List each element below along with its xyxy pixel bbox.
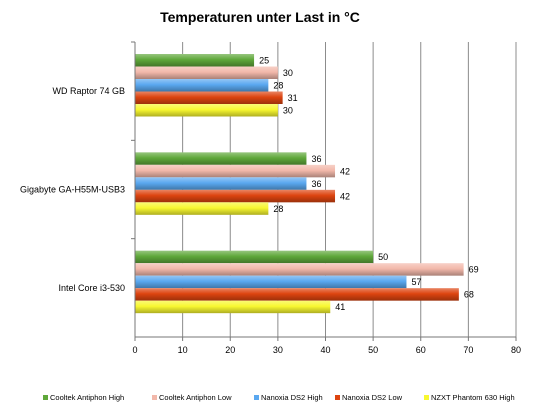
bar-value-label: 42 [340, 166, 350, 176]
legend-swatch [254, 395, 259, 400]
legend-item: Nanoxia DS2 High [254, 393, 323, 402]
x-tick-label: 80 [511, 345, 521, 355]
bar [135, 66, 278, 79]
legend-item: Cooltek Antiphon Low [152, 393, 232, 402]
bar [135, 152, 307, 165]
legend-label: Nanoxia DS2 Low [342, 393, 403, 402]
bar-value-label: 30 [283, 68, 293, 78]
bar-value-label: 25 [259, 55, 269, 65]
bar [135, 104, 278, 117]
bar-value-label: 42 [340, 191, 350, 201]
category-label: Gigabyte GA-H55M-USB3 [20, 185, 125, 195]
x-tick-label: 70 [463, 345, 473, 355]
bar [135, 275, 407, 289]
chart-title: Temperaturen unter Last in °C [160, 9, 360, 25]
bar-value-label: 57 [411, 277, 421, 287]
legend-label: NZXT Phantom 630 High [431, 393, 515, 402]
legend-swatch [335, 395, 340, 400]
x-tick-label: 60 [416, 345, 426, 355]
bar [135, 202, 269, 215]
bar-value-label: 30 [283, 105, 293, 115]
x-tick-label: 30 [273, 345, 283, 355]
x-tick-label: 0 [132, 345, 137, 355]
category-label: Intel Core i3-530 [58, 283, 125, 293]
legend: Cooltek Antiphon High Cooltek Antiphon Lo… [43, 393, 515, 402]
x-tick-label: 10 [178, 345, 188, 355]
bar [135, 54, 255, 67]
bar [135, 189, 336, 203]
bar-value-label: 68 [464, 290, 474, 300]
legend-swatch [424, 395, 429, 400]
bar-value-label: 69 [469, 265, 479, 275]
bar [135, 164, 336, 178]
legend-item: NZXT Phantom 630 High [424, 393, 515, 402]
bar-value-label: 50 [378, 252, 388, 262]
legend-item: Nanoxia DS2 Low [335, 393, 403, 402]
x-tick-label: 50 [368, 345, 378, 355]
bar-value-label: 36 [311, 154, 321, 164]
bar [135, 250, 374, 264]
legend-label: Cooltek Antiphon High [50, 393, 124, 402]
bar [135, 263, 464, 276]
bar [135, 288, 459, 301]
legend-swatch [43, 395, 48, 400]
bar-value-label: 28 [273, 80, 283, 90]
bar [135, 177, 307, 190]
bar-value-label: 31 [288, 93, 298, 103]
category-label: WD Raptor 74 GB [52, 86, 125, 96]
axes: 0 10 20 30 40 50 60 70 80 WD Raptor 74 GB Gigabyte… [20, 41, 521, 355]
bar [135, 300, 331, 314]
x-tick-label: 20 [225, 345, 235, 355]
legend-swatch [152, 395, 157, 400]
legend-label: Nanoxia DS2 High [261, 393, 323, 402]
bar-value-label: 36 [311, 179, 321, 189]
bar [135, 79, 269, 92]
x-tick-label: 40 [320, 345, 330, 355]
bar [135, 91, 283, 104]
legend-item: Cooltek Antiphon High [43, 393, 124, 402]
bar-value-label: 28 [273, 204, 283, 214]
legend-label: Cooltek Antiphon Low [159, 393, 232, 402]
bar-value-label: 41 [335, 302, 345, 312]
